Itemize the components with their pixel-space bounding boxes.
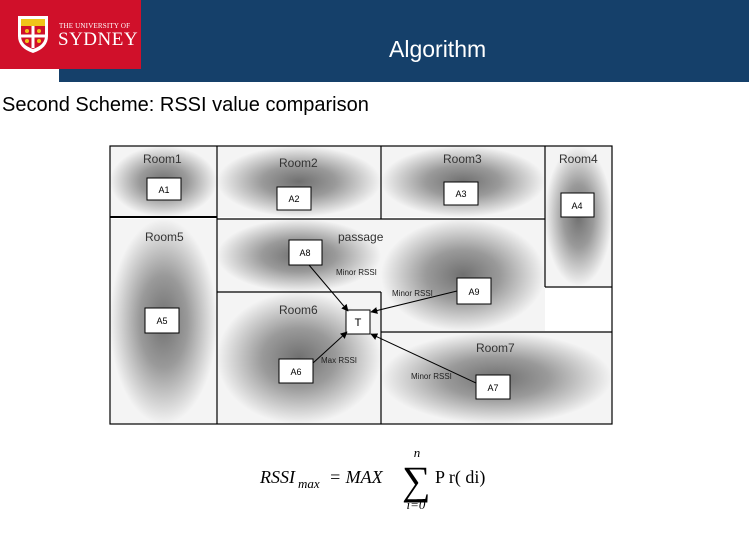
formula-lower-limit: i=0 [407,497,426,512]
room4-label: Room4 [559,152,598,166]
logo-text-small: THE UNIVERSITY OF [59,22,131,30]
minor-rssi-a8-label: Minor RSSI [336,268,377,277]
anchor-a4: A4 [560,192,595,218]
anchor-a7: A7 [475,374,511,400]
room-shading [110,146,612,424]
anchor-a6-label: A6 [290,367,301,377]
walls [109,145,613,425]
minor-rssi-a9-label: Minor RSSI [392,289,433,298]
formula-max: = MAX [329,467,384,487]
formula-upper-limit: n [414,445,421,460]
formula-lhs-subscript: max [298,476,320,491]
slide-title: Algorithm [389,36,487,62]
formula-lhs: RSSI [259,467,296,487]
room6-label: Room6 [279,303,318,317]
crest-icon [18,16,48,53]
room5-label: Room5 [145,230,184,244]
target-node: T [345,309,371,335]
university-logo: THE UNIVERSITY OF SYDNEY [0,0,141,69]
anchor-a9: A9 [456,277,492,305]
anchor-a8: A8 [288,239,323,266]
minor-rssi-a7-label: Minor RSSI [411,372,452,381]
rssi-arrows [308,264,477,384]
max-rssi-label: Max RSSI [321,356,357,365]
target-label: T [355,317,362,329]
anchor-a2-label: A2 [288,194,299,204]
logo-text-large: SYDNEY [58,29,139,50]
anchor-a7-label: A7 [487,383,498,393]
passage-label: passage [338,230,384,244]
anchor-a9-label: A9 [468,287,479,297]
room1-label: Room1 [143,152,182,166]
anchor-a5: A5 [144,307,180,334]
anchor-a3: A3 [443,181,479,206]
anchor-a1: A1 [146,177,182,201]
anchor-a5-label: A5 [156,316,167,326]
room2-label: Room2 [279,156,318,170]
anchor-a8-label: A8 [299,248,310,258]
slide-subtitle: Second Scheme: RSSI value comparison [2,94,369,116]
anchor-a1-label: A1 [158,185,169,195]
anchor-a4-label: A4 [571,201,582,211]
header-bar [59,0,749,82]
rssi-formula: RSSI max = MAX ∑ n i=0 P r( di) [259,445,485,512]
room7-label: Room7 [476,341,515,355]
anchor-a6: A6 [278,358,314,384]
sigma-icon: ∑ [402,458,431,503]
formula-rhs: P r( di) [435,467,485,488]
room3-label: Room3 [443,152,482,166]
anchor-a2: A2 [276,186,312,211]
anchor-a3-label: A3 [455,189,466,199]
